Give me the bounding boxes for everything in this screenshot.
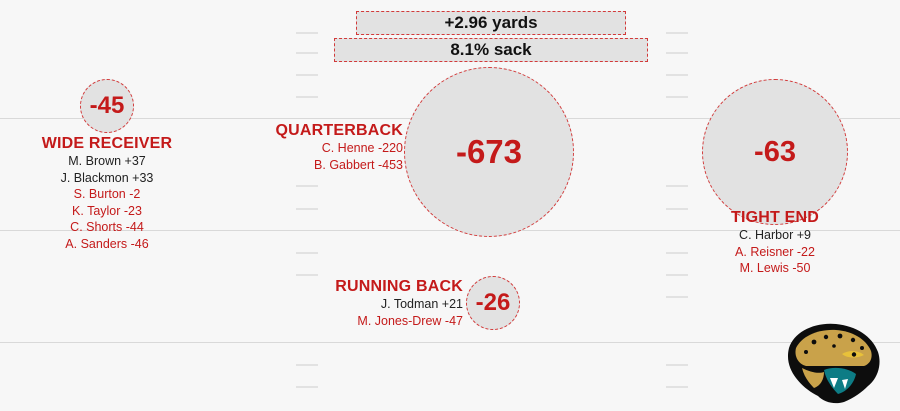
wide-receiver-players: M. Brown +37 J. Blackmon +33 S. Burton -… xyxy=(22,153,192,252)
wide-receiver-total: -45 xyxy=(89,92,125,119)
tight-end-players: C. Harbor +9 A. Reisner -22 M. Lewis -50 xyxy=(700,227,850,277)
hash-mark xyxy=(666,296,688,298)
hash-mark xyxy=(296,96,318,98)
quarterback-group: QUARTERBACK C. Henne -220 B. Gabbert -45… xyxy=(230,122,403,173)
player-item: C. Shorts -44 xyxy=(70,220,144,234)
player-item: C. Harbor +9 xyxy=(739,228,811,242)
player-item: M. Jones-Drew -47 xyxy=(357,313,463,328)
hash-mark xyxy=(666,252,688,254)
player-item: C. Henne -220 xyxy=(321,141,403,155)
player-item: B. Gabbert -453 xyxy=(314,157,403,172)
hash-mark xyxy=(296,274,318,276)
player-item: K. Taylor -23 xyxy=(72,203,142,218)
hash-mark xyxy=(296,364,318,366)
hash-mark xyxy=(296,386,318,388)
quarterback-total: -673 xyxy=(455,133,523,170)
running-back-group: RUNNING BACK J. Todman +21 M. Jones-Drew… xyxy=(300,278,463,329)
hash-mark xyxy=(666,386,688,388)
wide-receiver-total-bubble: -45 xyxy=(80,79,134,133)
hash-mark xyxy=(296,252,318,254)
hash-mark xyxy=(666,364,688,366)
hash-mark xyxy=(296,208,318,210)
player-item: S. Burton -2 xyxy=(73,187,141,201)
tight-end-title: TIGHT END xyxy=(730,209,820,226)
tight-end-total-bubble: -63 xyxy=(702,79,848,225)
player-item: M. Brown +37 xyxy=(68,154,146,168)
hash-mark xyxy=(666,74,688,76)
yards-summary: +2.96 yards xyxy=(356,11,626,35)
field-line xyxy=(0,230,900,231)
running-back-title: RUNNING BACK xyxy=(335,278,463,295)
hash-mark xyxy=(666,96,688,98)
player-item: A. Sanders -46 xyxy=(65,236,149,251)
hash-mark xyxy=(296,52,318,54)
player-item: M. Lewis -50 xyxy=(739,261,811,275)
wide-receiver-title: WIDE RECEIVER xyxy=(41,135,173,152)
player-item: J. Todman +21 xyxy=(380,297,463,311)
quarterback-players: C. Henne -220 B. Gabbert -453 xyxy=(230,140,403,173)
hash-mark xyxy=(666,32,688,34)
tight-end-group: TIGHT END C. Harbor +9 A. Reisner -22 M.… xyxy=(700,209,850,277)
running-back-total-bubble: -26 xyxy=(466,276,520,330)
hash-mark xyxy=(296,74,318,76)
quarterback-total-bubble: -673 xyxy=(404,67,574,237)
running-back-total: -26 xyxy=(475,289,511,316)
hash-mark xyxy=(666,185,688,187)
hash-mark xyxy=(666,208,688,210)
wide-receiver-group: WIDE RECEIVER M. Brown +37 J. Blackmon +… xyxy=(22,135,192,252)
quarterback-title: QUARTERBACK xyxy=(275,122,403,139)
hash-mark xyxy=(666,52,688,54)
field-line xyxy=(0,342,900,343)
player-item: A. Reisner -22 xyxy=(735,244,815,259)
running-back-players: J. Todman +21 M. Jones-Drew -47 xyxy=(300,296,463,329)
hash-mark xyxy=(296,32,318,34)
player-item: J. Blackmon +33 xyxy=(60,170,154,185)
hash-mark xyxy=(666,274,688,276)
sack-summary: 8.1% sack xyxy=(334,38,648,62)
tight-end-total: -63 xyxy=(754,135,796,168)
jaguar-head-logo-icon xyxy=(787,323,880,404)
hash-mark xyxy=(296,185,318,187)
